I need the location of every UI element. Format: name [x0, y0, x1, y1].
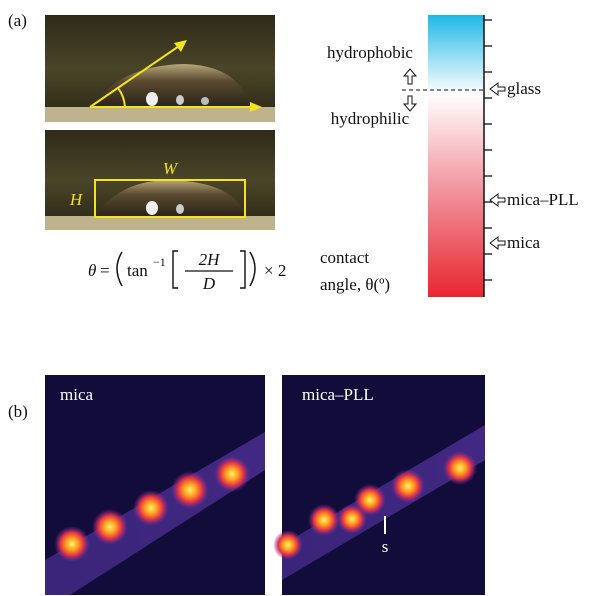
- panel-label: (b): [8, 402, 28, 421]
- axis-label: contact: [320, 248, 369, 267]
- times: × 2: [264, 261, 286, 280]
- exponent: −1: [153, 255, 166, 269]
- image-label: mica–PLL: [302, 385, 374, 404]
- marker-label: s: [382, 537, 389, 556]
- afm-image: mica: [45, 375, 265, 595]
- contact-angle-scale: hydrophobic hydrophilic glass mica–PLL m…: [320, 15, 579, 297]
- width-label: W: [163, 159, 179, 178]
- hydrophobic-label: hydrophobic: [327, 43, 413, 62]
- numerator: 2H: [199, 250, 222, 269]
- image-label: mica: [60, 385, 93, 404]
- formula: θ = tan −1 2H D × 2: [88, 250, 286, 293]
- panel-label: (a): [8, 11, 27, 30]
- equals: =: [100, 261, 110, 280]
- tan: tan: [127, 261, 148, 280]
- glass-marker: glass: [507, 79, 541, 98]
- mica-pll-marker: mica–PLL: [507, 190, 579, 209]
- droplet-photo-measure: W H: [45, 130, 275, 230]
- denominator: D: [202, 274, 216, 293]
- mica-marker: mica: [507, 233, 540, 252]
- droplet-photo: [45, 15, 275, 122]
- afm-image: s mica–PLL: [273, 375, 485, 595]
- hydrophilic-label: hydrophilic: [331, 109, 410, 128]
- theta: θ: [88, 261, 96, 280]
- axis-label: angle, θ(º): [320, 275, 390, 294]
- height-label: H: [69, 190, 84, 209]
